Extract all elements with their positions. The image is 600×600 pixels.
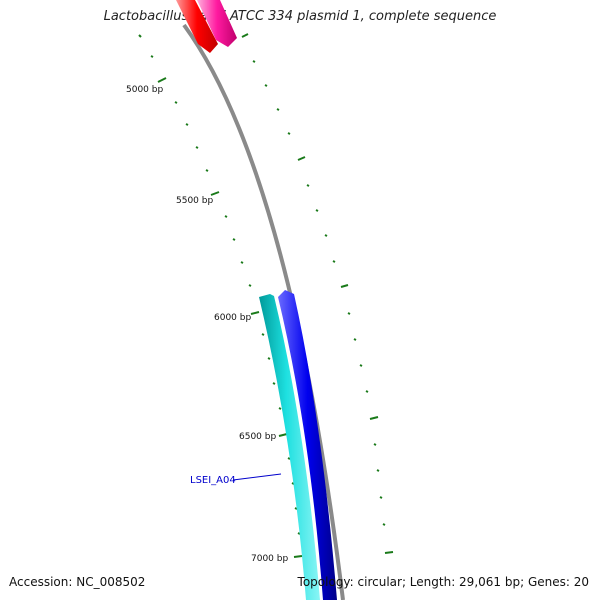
backbone-arc bbox=[182, 23, 345, 600]
gene-label-lsei-a04[interactable]: LSEI_A04 bbox=[190, 475, 236, 486]
accession-text: Accession: NC_008502 bbox=[9, 575, 146, 589]
tick-label: 5500 bp bbox=[176, 196, 213, 206]
summary-text: Topology: circular; Length: 29,061 bp; G… bbox=[297, 575, 589, 589]
tick-label: 5000 bp bbox=[126, 85, 163, 95]
tick-label: 7000 bp bbox=[251, 554, 288, 564]
tick-labels: 5000 bp 5500 bp 6000 bp 6500 bp 7000 bp bbox=[126, 85, 288, 564]
tick-label: 6000 bp bbox=[214, 313, 251, 323]
tick-label: 6500 bp bbox=[239, 432, 276, 442]
outer-tick-row bbox=[241, 33, 394, 554]
gene-label-leader bbox=[232, 473, 282, 481]
red-gene[interactable] bbox=[176, 0, 218, 53]
magenta-gene[interactable] bbox=[197, 0, 237, 47]
blue-gene[interactable] bbox=[278, 290, 337, 600]
cyan-gene[interactable] bbox=[259, 294, 320, 600]
